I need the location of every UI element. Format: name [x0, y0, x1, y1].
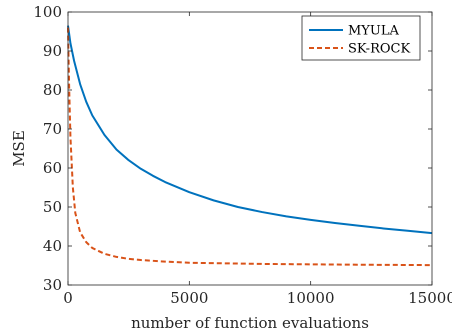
- x-tick-label: 15000: [408, 289, 452, 307]
- x-tick-label: 0: [63, 289, 73, 307]
- x-axis-title: number of function evaluations: [131, 314, 369, 332]
- series-layer: [67, 25, 433, 267]
- y-tick-label: 30: [43, 276, 62, 294]
- y-tick-label: 90: [43, 42, 62, 60]
- y-tick-label: 40: [43, 237, 62, 255]
- x-tick-label: 10000: [287, 289, 335, 307]
- y-tick-label: 100: [33, 3, 62, 21]
- series-line-sk-rock: [67, 27, 433, 267]
- legend-label-sk-rock: SK-ROCK: [348, 42, 410, 57]
- legend: MYULA SK-ROCK: [301, 15, 421, 61]
- plot-frame: [67, 11, 433, 286]
- y-tick-label: 70: [43, 120, 62, 138]
- y-tick-label: 50: [43, 198, 62, 216]
- legend-box: [301, 15, 421, 61]
- y-axis-title: MSE: [10, 130, 28, 167]
- x-tick-label: 5000: [170, 289, 208, 307]
- legend-label-myula: MYULA: [348, 24, 399, 39]
- series-line-myula: [67, 25, 433, 235]
- y-tick-label: 60: [43, 159, 62, 177]
- y-tick-label: 80: [43, 81, 62, 99]
- tick-layer: 0 5000 10000 15000 30 40 50 60 70 80 90 100: [33, 3, 452, 307]
